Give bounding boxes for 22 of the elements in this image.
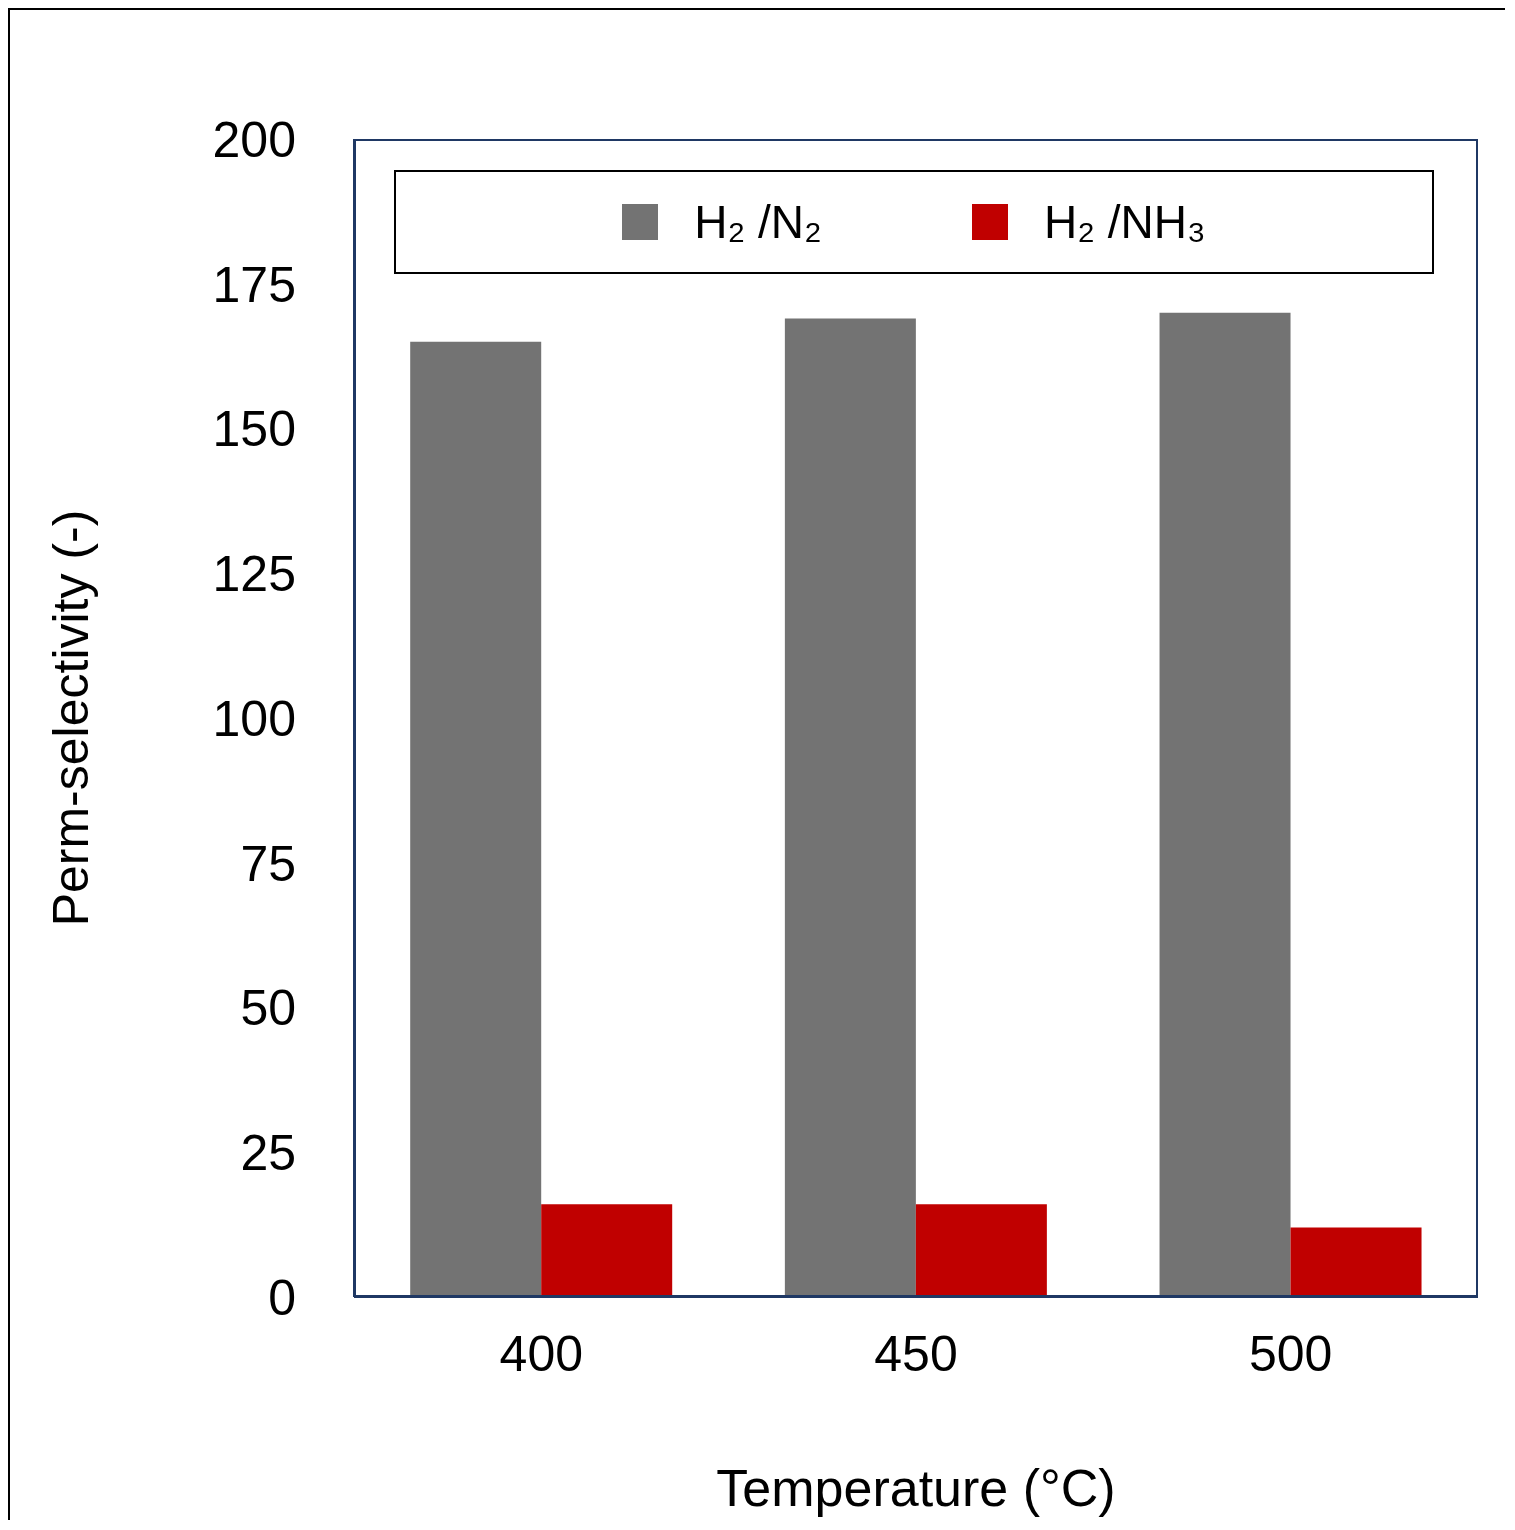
y-tick-label: 200 (212, 111, 296, 168)
y-tick-label: 25 (240, 1125, 296, 1181)
y-axis-title: Perm-selectivity (-) (42, 509, 99, 927)
y-tick-label: 175 (212, 256, 296, 313)
x-axis-title: Temperature (°C) (716, 1459, 1116, 1517)
bar (1290, 1227, 1422, 1297)
y-tick-label: 100 (212, 690, 296, 747)
legend-label: H₂ /N₂ (694, 195, 822, 249)
y-tick-label: 75 (240, 835, 296, 892)
bar (410, 341, 542, 1297)
y-tick-label: 125 (212, 546, 296, 602)
x-tick-label: 400 (499, 1325, 584, 1382)
y-tick-label: 0 (268, 1269, 296, 1326)
x-tick-label: 500 (1248, 1325, 1333, 1382)
legend-label: H₂ /NH₃ (1043, 195, 1206, 249)
bar (784, 318, 916, 1297)
y-tick-label: 150 (212, 401, 296, 458)
bar (1159, 312, 1291, 1297)
bar (541, 1204, 673, 1297)
x-tick-label: 450 (874, 1325, 958, 1382)
bar (915, 1204, 1047, 1297)
y-tick-label: 50 (240, 980, 296, 1037)
